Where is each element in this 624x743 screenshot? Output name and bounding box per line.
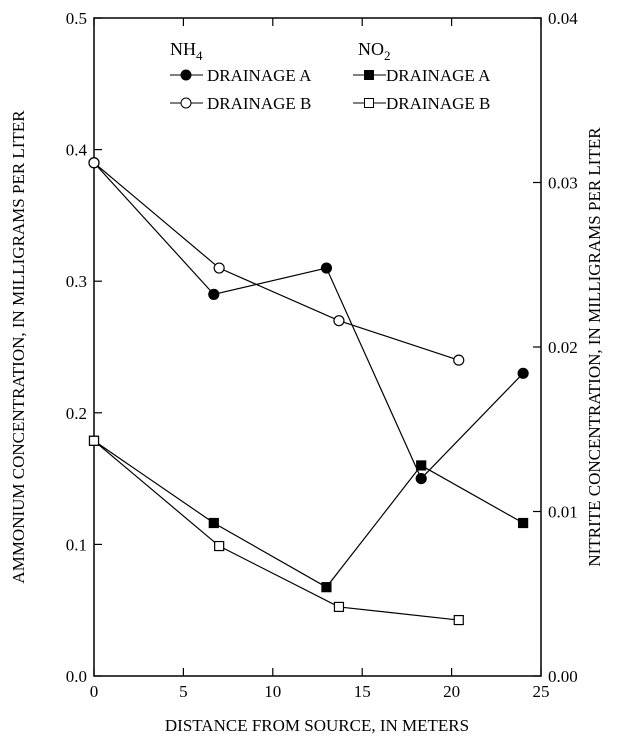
point-nh4_a [415,473,427,485]
legend-marker-no2-b [364,98,374,108]
series-line-nh4_b [93,162,459,361]
y-left-tick-label: 0.2 [66,404,87,423]
legend-marker-nh4-a [180,69,192,81]
y-right-tick-label: 0.03 [548,174,578,193]
point-nh4_a [320,262,333,274]
point-nh4_b [333,315,345,327]
series-line-no2_a [93,440,524,588]
y-left-tick-label: 0.3 [66,272,87,291]
legend-label-no2-a: DRAINAGE A [386,66,491,85]
x-tick-label: 5 [179,682,188,701]
y-right-tick-label: 0.00 [548,667,578,686]
legend: NH4 NO2 DRAINAGE A DRAINAGE B DRAINAGE A… [170,39,491,113]
point-nh4_b [213,262,225,274]
point-no2_b [88,435,100,446]
y-axis-label-right: NITRITE CONCENTRATION, IN MILLIGRAMS PER… [585,127,604,567]
y-right-tick-label: 0.01 [548,503,578,522]
point-nh4_a [208,288,220,300]
series-line-nh4_a [93,162,524,480]
y-left-tick-label: 0.0 [66,667,87,686]
y-right-tick-label: 0.04 [548,9,578,28]
legend-label-nh4-b: DRAINAGE B [207,94,311,113]
x-tick-label: 0 [90,682,99,701]
legend-header-nh4: NH4 [170,39,203,63]
point-no2_b [333,601,345,613]
plot-frame [93,17,542,677]
y-left-tick-label: 0.1 [66,535,87,554]
y-left-tick-label: 0.4 [66,141,88,160]
point-no2_a [321,582,332,593]
point-no2_b [453,614,464,626]
series-markers [88,157,529,626]
point-no2_a [416,460,427,471]
y-right-tick-label: 0.02 [548,338,578,357]
x-axis-label: DISTANCE FROM SOURCE, IN METERS [165,716,469,735]
x-tick-label: 10 [264,682,281,701]
legend-marker-nh4-b [180,97,192,109]
legend-label-no2-b: DRAINAGE B [386,94,490,113]
point-no2_b [214,540,225,552]
x-tick-label: 20 [443,682,460,701]
legend-header-no2: NO2 [358,39,391,63]
x-tick-label: 15 [354,682,371,701]
y-axis-label-left: AMMONIUM CONCENTRATION, IN MILLIGRAMS PE… [9,110,28,584]
y-left-tick-label: 0.5 [66,9,87,28]
legend-marker-no2-a [364,70,374,80]
series-lines [93,162,524,621]
point-nh4_b [453,354,465,366]
legend-label-nh4-a: DRAINAGE A [207,66,312,85]
point-nh4_a [517,367,529,379]
point-no2_a [208,517,219,529]
point-no2_a [518,517,529,529]
x-tick-label: 25 [533,682,550,701]
ticks: 0 5 10 15 20 25 0.0 0.1 0.2 0.3 0.4 0.5 0.00 0.01 0.02… [66,9,579,701]
point-nh4_b [88,157,100,169]
series-line-no2_b [93,440,459,621]
